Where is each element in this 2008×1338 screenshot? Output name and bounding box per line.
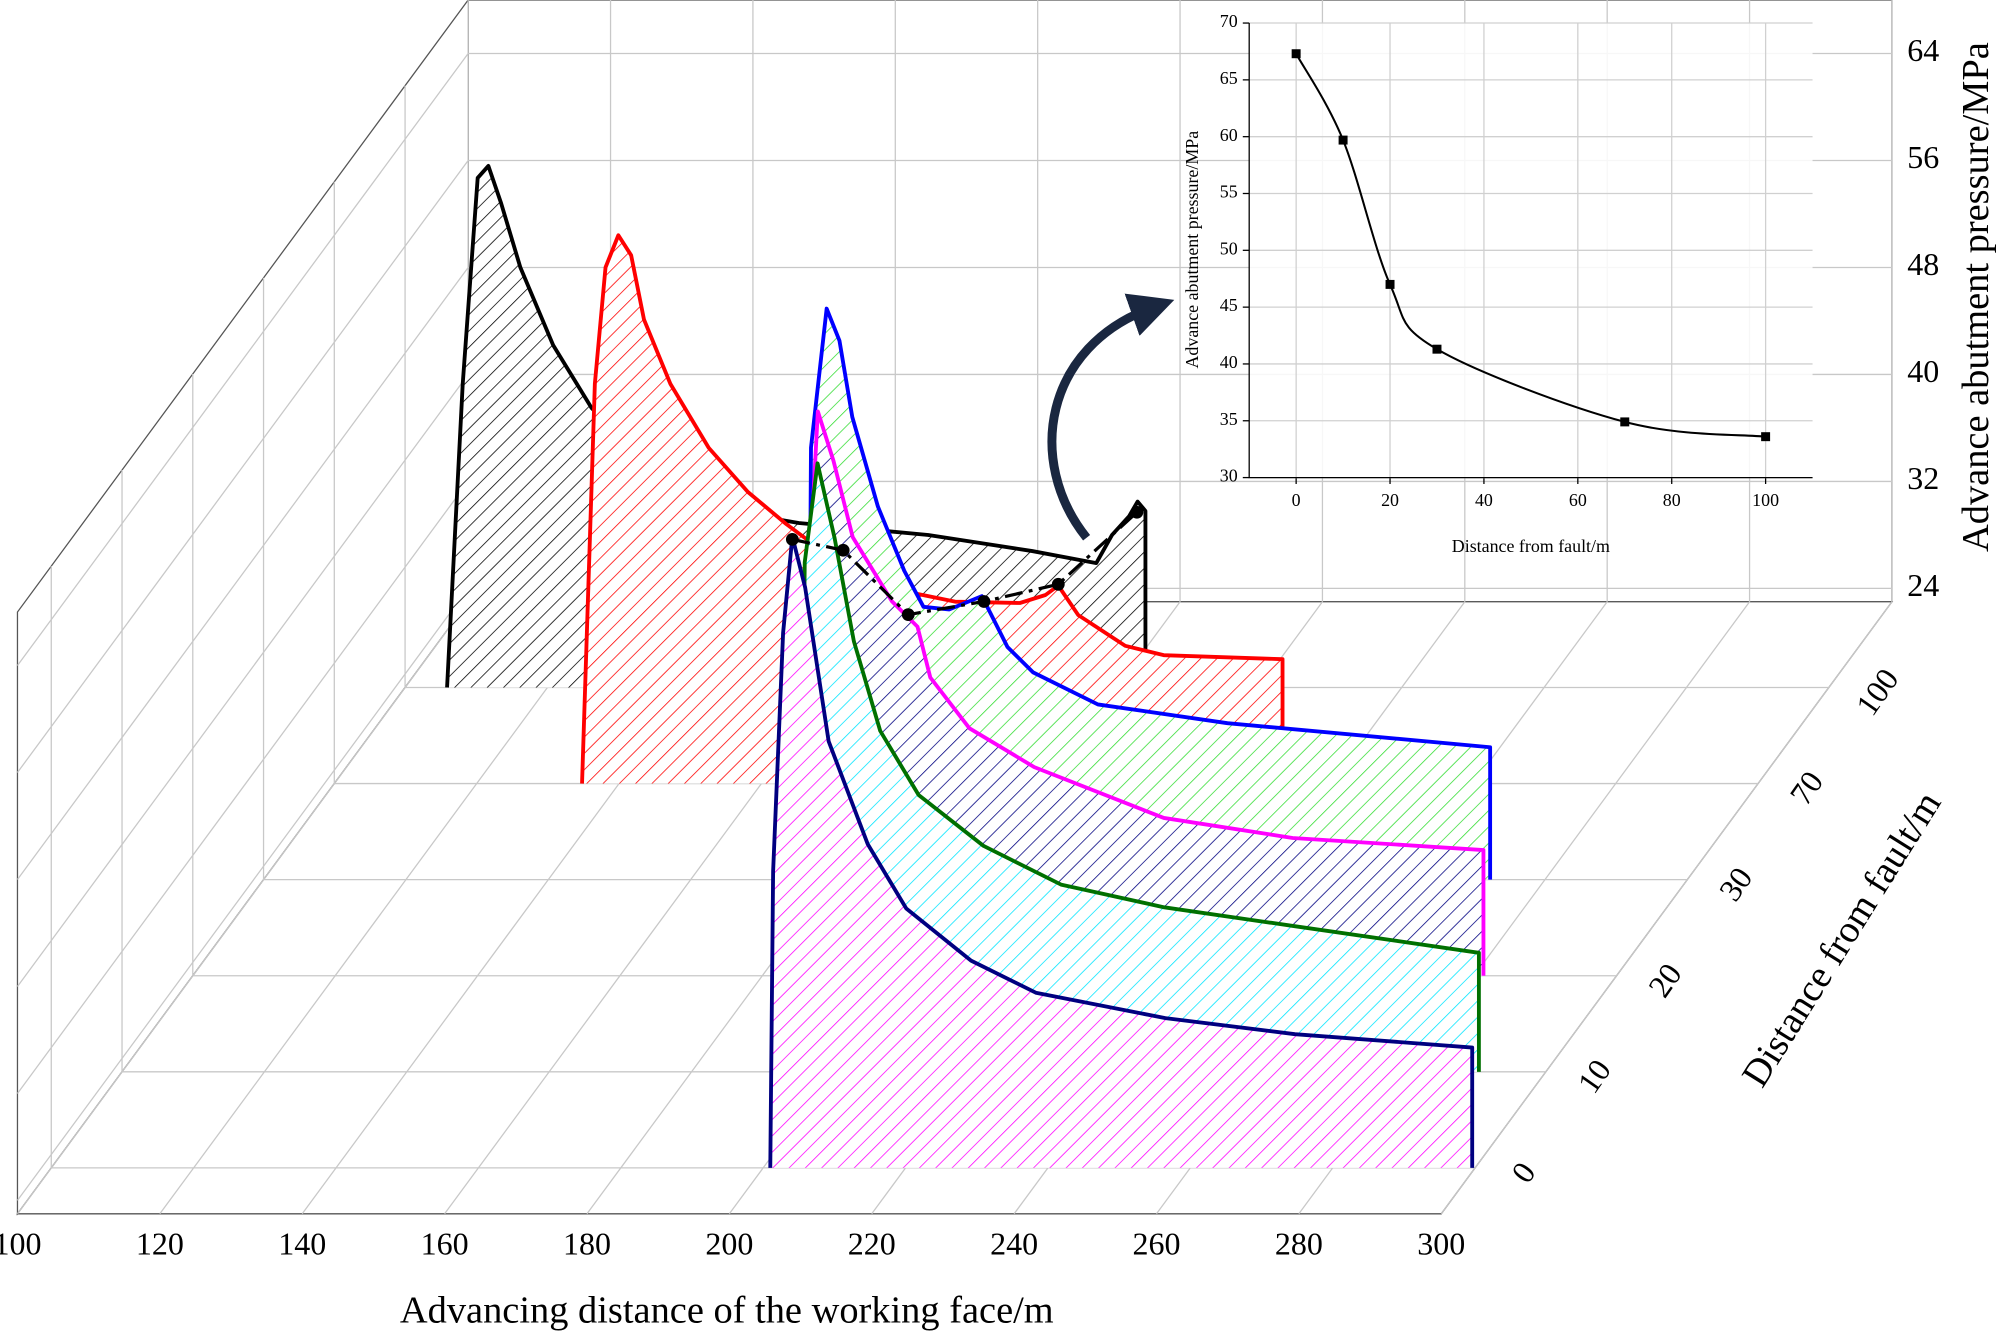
x-tick-label: 300 [1417,1225,1465,1261]
x-tick-label: 140 [278,1225,326,1261]
series-line [801,409,1486,976]
inset-x-tick-label: 60 [1569,490,1587,510]
inset-x-tick-label: 40 [1475,490,1493,510]
inset-axes [1248,23,1813,479]
inset-marker [1291,49,1301,59]
grid-line [16,601,469,1215]
x-tick-label: 260 [1132,1225,1180,1261]
y-tick-label: 48 [1907,246,1939,282]
grid-line [16,588,469,1201]
inset-y-tick-label: 60 [1220,125,1238,145]
series-area [803,411,1484,976]
inset-x-title: Distance from fault/m [1452,536,1610,556]
inset-y-tick-label: 40 [1220,352,1238,372]
inset-y-tick-label: 65 [1220,68,1238,88]
series-line [797,461,1481,1072]
trend-line [792,511,1138,617]
series-area [582,235,1283,784]
z-tick-label: 100 [1849,662,1906,722]
grid-line [1440,601,1893,1215]
inset-marker [1432,344,1442,354]
grid-line [16,53,469,666]
x-tick-label: 280 [1275,1225,1323,1261]
z-tick-label: 70 [1782,764,1830,811]
inset-y-tick-label: 50 [1220,238,1238,258]
inset-x-tick-label: 80 [1663,490,1681,510]
inset-x-tick-label: 100 [1752,490,1779,510]
z-tick-label: 20 [1641,957,1689,1004]
inset-marker [1761,432,1771,442]
inset-x-tick-label: 0 [1292,490,1301,510]
trend-point [977,595,991,608]
series-area [770,536,1473,1168]
inset-marker [1620,417,1630,427]
x-tick-label: 220 [848,1225,896,1261]
x-tick-label: 100 [0,1225,41,1261]
inset-x-tick-label: 20 [1381,490,1399,510]
inset-y-tick-label: 55 [1220,182,1238,202]
z-tick-label: 10 [1570,1053,1618,1100]
trend-point [836,543,850,557]
series-line [768,534,1475,1168]
z-tick-label: 30 [1712,861,1760,908]
inset-y-tick-label: 45 [1220,295,1238,315]
grid-line [16,374,469,987]
x-tick-label: 180 [563,1225,611,1261]
grid-line [16,267,469,880]
x-tick-label: 200 [705,1225,753,1261]
inset-y-tick-label: 30 [1220,466,1238,486]
trend-point [785,532,799,546]
series-line [806,306,1493,880]
y-tick-label: 40 [1907,353,1939,389]
trend-point [1051,577,1065,591]
z-axis-title: Distance from fault/m [1734,784,1949,1094]
y-axis-title: Advance abutment pressure/MPa [1955,42,1997,552]
grid-line [16,481,469,1094]
x-tick-label: 240 [990,1225,1038,1261]
x-axis-title: Advancing distance of the working face/m [400,1289,1054,1331]
trend-point [901,608,915,622]
y-tick-label: 32 [1907,460,1939,496]
y-tick-label: 56 [1907,139,1939,175]
inset-y-tick-label: 35 [1220,409,1238,429]
y-tick-label: 24 [1907,567,1939,603]
inset-y-title: Advance abutment pressure/MPa [1182,131,1202,369]
grid-line [159,601,612,1215]
x-tick-label: 120 [136,1225,184,1261]
inset-y-tick-label: 70 [1220,11,1238,31]
series-area [799,463,1479,1072]
z-tick-label: 0 [1504,1155,1543,1189]
grid-line [16,160,469,773]
trend-point [1130,505,1144,519]
inset-marker [1385,279,1395,289]
x-tick-label: 160 [421,1225,469,1261]
inset-marker [1338,135,1348,145]
y-tick-label: 64 [1907,32,1939,68]
callout-arrow [1047,293,1175,541]
